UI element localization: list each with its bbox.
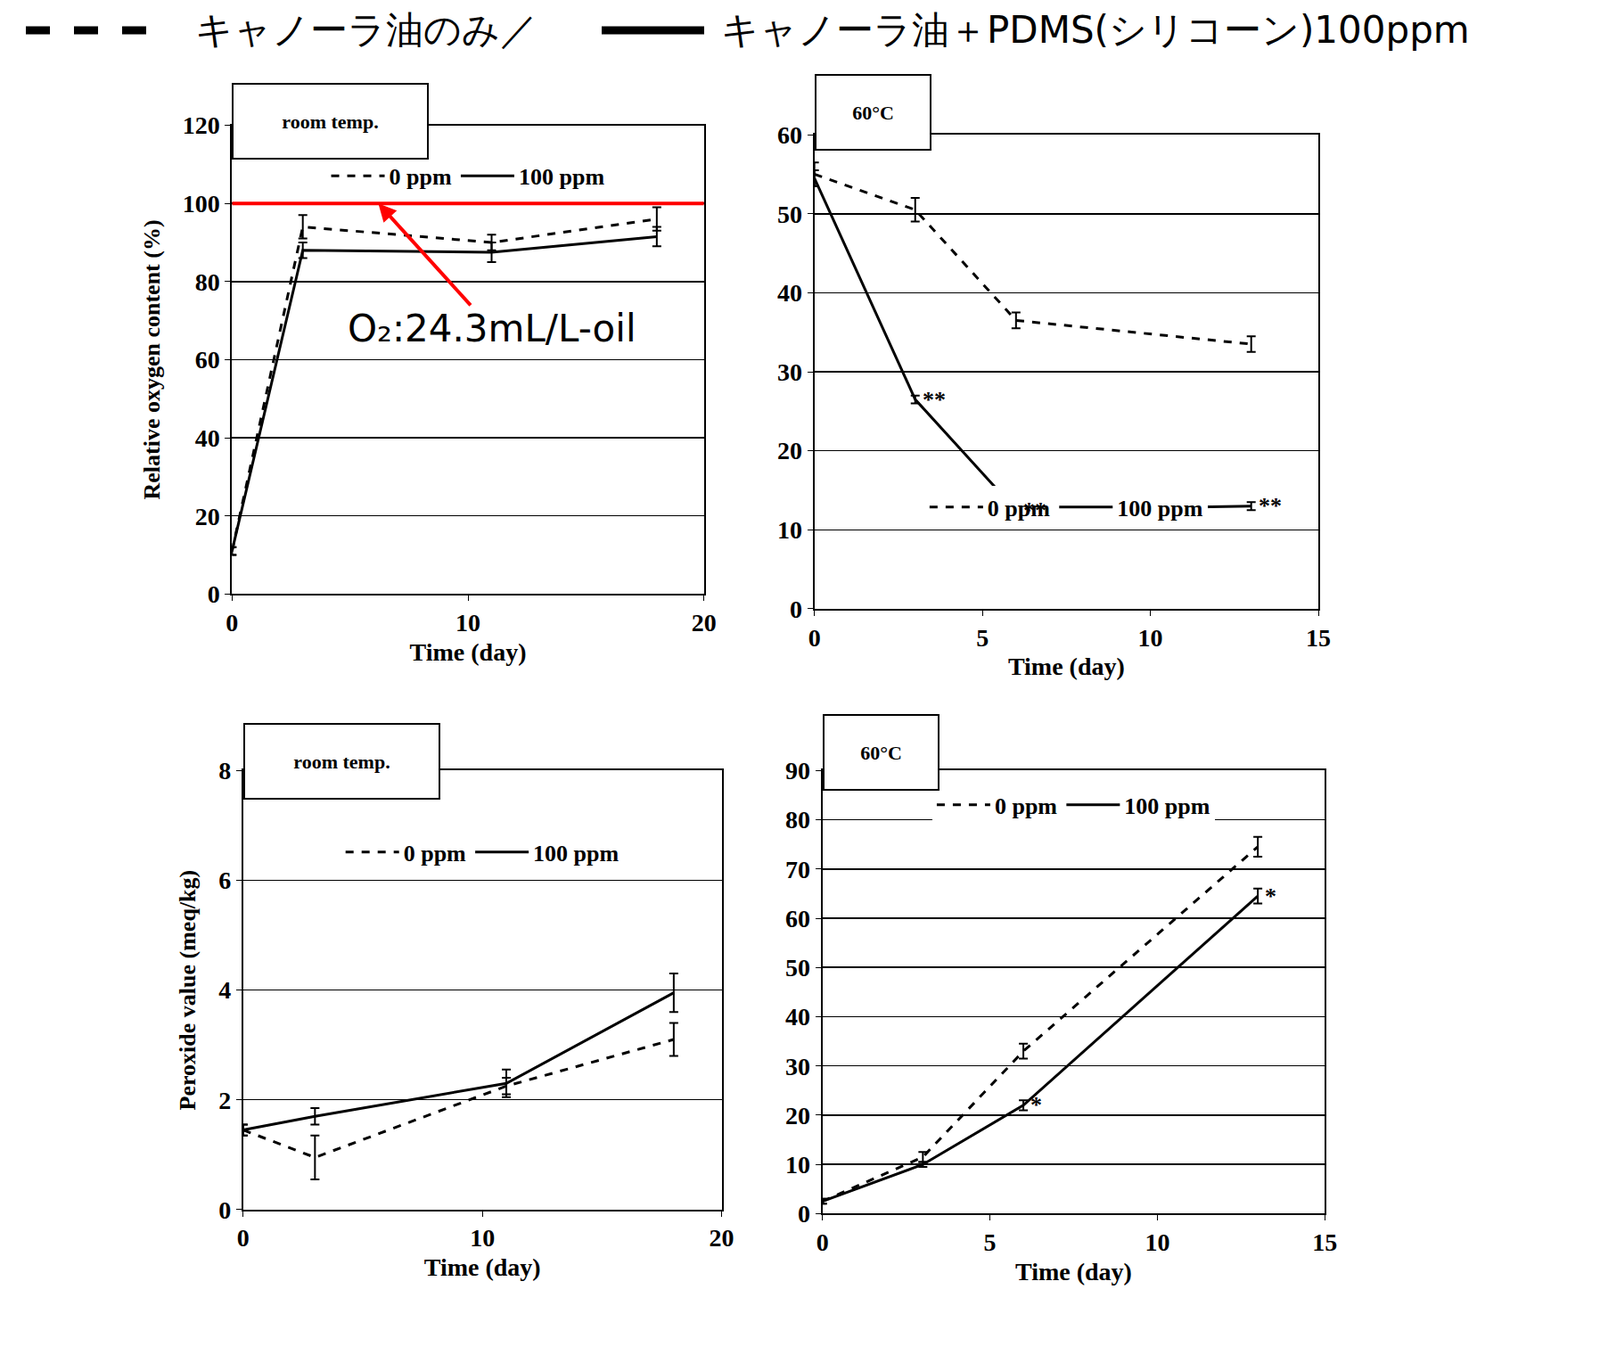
svg-text:Time (day): Time (day) (424, 1253, 542, 1281)
svg-text:20: 20 (777, 436, 803, 465)
svg-text:10: 10 (785, 1150, 811, 1179)
svg-text:5: 5 (984, 1228, 997, 1256)
svg-text:0: 0 (808, 623, 821, 652)
svg-text:0: 0 (789, 595, 803, 624)
svg-text:0: 0 (218, 1196, 231, 1224)
svg-text:10: 10 (1144, 1228, 1170, 1256)
svg-text:0: 0 (237, 1223, 250, 1252)
svg-text:30: 30 (777, 358, 803, 386)
svg-text:70: 70 (785, 855, 811, 884)
svg-text:キャノーラ油のみ／: キャノーラ油のみ／ (195, 8, 538, 52)
svg-text:10: 10 (777, 516, 803, 544)
svg-text:**: ** (1258, 492, 1282, 519)
svg-text:15: 15 (1312, 1228, 1338, 1256)
svg-text:100 ppm: 100 ppm (1124, 793, 1210, 820)
svg-text:4: 4 (218, 976, 231, 1004)
svg-text:0: 0 (225, 608, 238, 637)
svg-text:60: 60 (785, 904, 811, 933)
svg-text:10: 10 (469, 1223, 495, 1252)
svg-text:キャノーラ油＋PDMS(シリコーン)100ppm: キャノーラ油＋PDMS(シリコーン)100ppm (721, 8, 1470, 52)
svg-text:100 ppm: 100 ppm (518, 164, 605, 190)
svg-text:100 ppm: 100 ppm (1116, 495, 1203, 522)
svg-text:120: 120 (182, 111, 221, 140)
svg-text:0: 0 (207, 580, 221, 608)
svg-text:90: 90 (785, 756, 811, 785)
svg-text:*: * (1030, 1091, 1043, 1118)
svg-text:**: ** (1023, 497, 1047, 524)
svg-text:10: 10 (455, 608, 481, 637)
svg-text:60: 60 (777, 121, 803, 149)
svg-text:15: 15 (1305, 623, 1331, 652)
svg-text:O₂:24.3mL/L-oil: O₂:24.3mL/L-oil (347, 306, 637, 351)
svg-text:100 ppm: 100 ppm (533, 840, 619, 867)
svg-text:50: 50 (785, 953, 811, 982)
svg-text:room temp.: room temp. (293, 750, 390, 773)
svg-text:Relative oxygen content (%): Relative oxygen content (%) (139, 219, 165, 500)
svg-text:80: 80 (785, 805, 811, 834)
svg-text:80: 80 (195, 268, 221, 296)
svg-text:20: 20 (195, 502, 221, 531)
svg-text:*: * (1264, 883, 1277, 910)
svg-text:40: 40 (785, 1002, 811, 1031)
svg-text:60°C: 60°C (860, 741, 903, 764)
svg-text:0 ppm: 0 ppm (987, 495, 1051, 522)
svg-text:Time (day): Time (day) (1015, 1257, 1133, 1286)
svg-text:0 ppm: 0 ppm (389, 164, 452, 190)
svg-text:60: 60 (195, 345, 221, 374)
svg-text:**: ** (922, 386, 946, 413)
svg-text:Time (day): Time (day) (1008, 652, 1125, 681)
svg-text:20: 20 (785, 1101, 811, 1130)
svg-text:20: 20 (691, 608, 717, 637)
svg-text:Time (day): Time (day) (410, 638, 527, 666)
svg-text:50: 50 (777, 200, 803, 229)
svg-text:40: 40 (195, 424, 221, 452)
svg-text:30: 30 (785, 1052, 811, 1081)
svg-text:0: 0 (797, 1199, 811, 1228)
svg-text:2: 2 (218, 1086, 231, 1115)
svg-text:10: 10 (1138, 623, 1164, 652)
svg-text:0: 0 (816, 1228, 829, 1256)
svg-text:6: 6 (218, 866, 231, 895)
svg-text:room temp.: room temp. (281, 110, 378, 133)
svg-text:8: 8 (218, 756, 231, 785)
svg-text:Peroxide value (meq/kg): Peroxide value (meq/kg) (174, 869, 201, 1111)
svg-text:0 ppm: 0 ppm (994, 793, 1058, 820)
svg-text:40: 40 (777, 278, 803, 307)
svg-text:0 ppm: 0 ppm (403, 840, 467, 867)
svg-text:100: 100 (182, 189, 221, 218)
svg-text:20: 20 (709, 1223, 735, 1252)
svg-text:5: 5 (976, 623, 989, 652)
svg-text:60°C: 60°C (852, 101, 895, 124)
